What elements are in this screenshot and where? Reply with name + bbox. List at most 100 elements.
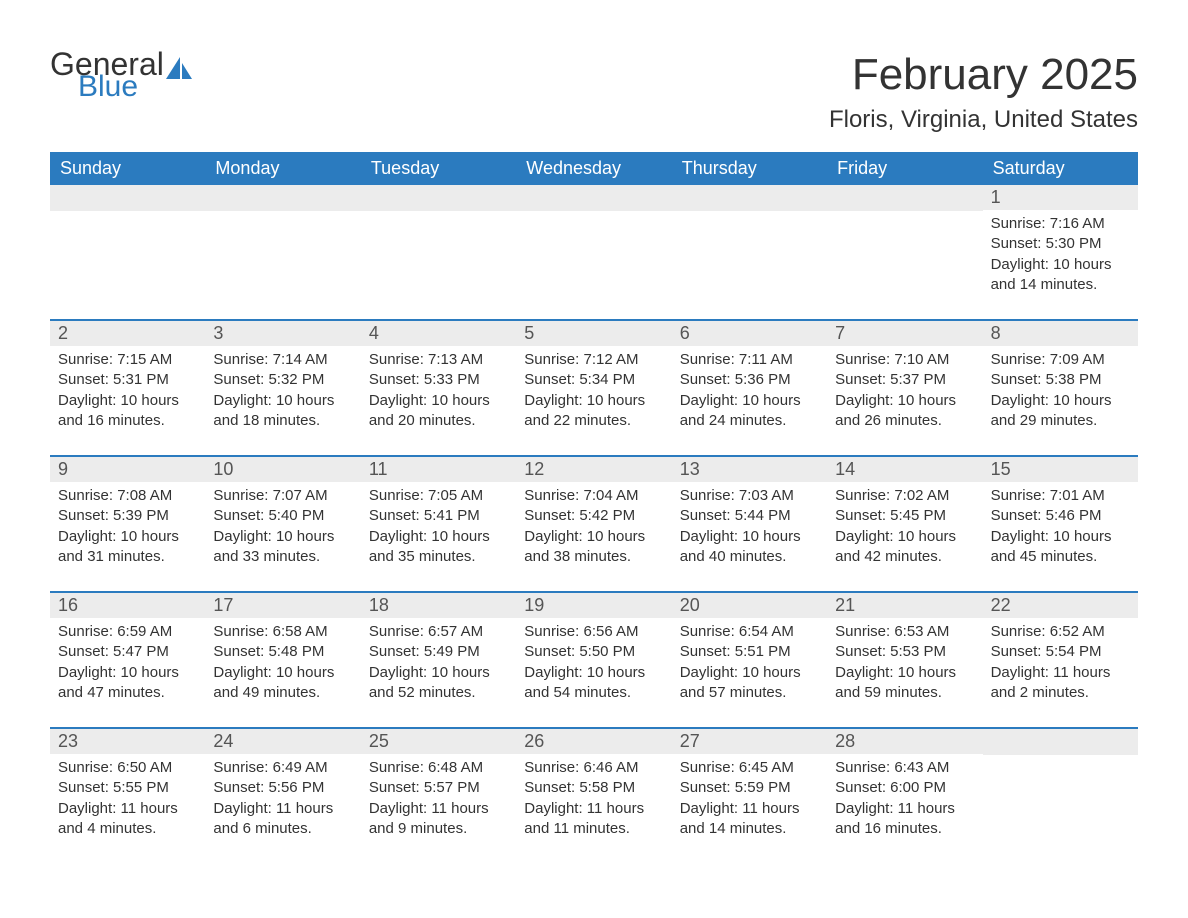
- day-number: 9: [50, 457, 205, 482]
- day-details: Sunrise: 7:16 AMSunset: 5:30 PMDaylight:…: [983, 210, 1138, 303]
- sunrise-line: Sunrise: 6:43 AM: [835, 758, 974, 778]
- daylight-line: Daylight: 10 hours and 52 minutes.: [369, 663, 508, 704]
- day-details: Sunrise: 7:03 AMSunset: 5:44 PMDaylight:…: [672, 482, 827, 575]
- sunset-line: Sunset: 5:37 PM: [835, 370, 974, 390]
- sunrise-line: Sunrise: 7:13 AM: [369, 350, 508, 370]
- sunrise-line: Sunrise: 7:01 AM: [991, 486, 1130, 506]
- week-row: 1Sunrise: 7:16 AMSunset: 5:30 PMDaylight…: [50, 185, 1138, 303]
- sunset-line: Sunset: 5:36 PM: [680, 370, 819, 390]
- sunset-line: Sunset: 5:59 PM: [680, 778, 819, 798]
- day-details: Sunrise: 7:09 AMSunset: 5:38 PMDaylight:…: [983, 346, 1138, 439]
- day-cell: 16Sunrise: 6:59 AMSunset: 5:47 PMDayligh…: [50, 593, 205, 711]
- day-number: [361, 185, 516, 211]
- day-details: Sunrise: 6:48 AMSunset: 5:57 PMDaylight:…: [361, 754, 516, 847]
- day-cell: 7Sunrise: 7:10 AMSunset: 5:37 PMDaylight…: [827, 321, 982, 439]
- sunset-line: Sunset: 5:55 PM: [58, 778, 197, 798]
- day-number: [672, 185, 827, 211]
- sunset-line: Sunset: 5:45 PM: [835, 506, 974, 526]
- day-number: 22: [983, 593, 1138, 618]
- daylight-line: Daylight: 10 hours and 33 minutes.: [213, 527, 352, 568]
- daylight-line: Daylight: 10 hours and 31 minutes.: [58, 527, 197, 568]
- day-details: Sunrise: 7:10 AMSunset: 5:37 PMDaylight:…: [827, 346, 982, 439]
- day-details: Sunrise: 6:46 AMSunset: 5:58 PMDaylight:…: [516, 754, 671, 847]
- day-number: 27: [672, 729, 827, 754]
- sunrise-line: Sunrise: 7:09 AM: [991, 350, 1130, 370]
- sunset-line: Sunset: 5:39 PM: [58, 506, 197, 526]
- day-cell-empty: [205, 185, 360, 303]
- weekday-wednesday: Wednesday: [516, 152, 671, 185]
- day-cell: 14Sunrise: 7:02 AMSunset: 5:45 PMDayligh…: [827, 457, 982, 575]
- day-number: 26: [516, 729, 671, 754]
- weekday-saturday: Saturday: [983, 152, 1138, 185]
- day-details: Sunrise: 6:50 AMSunset: 5:55 PMDaylight:…: [50, 754, 205, 847]
- day-details: Sunrise: 7:05 AMSunset: 5:41 PMDaylight:…: [361, 482, 516, 575]
- day-number: 17: [205, 593, 360, 618]
- header: General Blue February 2025 Floris, Virgi…: [50, 50, 1138, 134]
- daylight-line: Daylight: 10 hours and 14 minutes.: [991, 255, 1130, 296]
- day-number: 16: [50, 593, 205, 618]
- day-number: 20: [672, 593, 827, 618]
- sunset-line: Sunset: 5:49 PM: [369, 642, 508, 662]
- daylight-line: Daylight: 11 hours and 6 minutes.: [213, 799, 352, 840]
- day-details: Sunrise: 6:53 AMSunset: 5:53 PMDaylight:…: [827, 618, 982, 711]
- day-cell-empty: [983, 729, 1138, 847]
- day-cell: 17Sunrise: 6:58 AMSunset: 5:48 PMDayligh…: [205, 593, 360, 711]
- day-cell: 22Sunrise: 6:52 AMSunset: 5:54 PMDayligh…: [983, 593, 1138, 711]
- day-number: [205, 185, 360, 211]
- sunset-line: Sunset: 5:56 PM: [213, 778, 352, 798]
- day-cell-empty: [50, 185, 205, 303]
- weekday-header-row: SundayMondayTuesdayWednesdayThursdayFrid…: [50, 152, 1138, 185]
- day-cell: 9Sunrise: 7:08 AMSunset: 5:39 PMDaylight…: [50, 457, 205, 575]
- day-details: Sunrise: 6:58 AMSunset: 5:48 PMDaylight:…: [205, 618, 360, 711]
- daylight-line: Daylight: 11 hours and 11 minutes.: [524, 799, 663, 840]
- day-number: 18: [361, 593, 516, 618]
- week-row: 23Sunrise: 6:50 AMSunset: 5:55 PMDayligh…: [50, 727, 1138, 847]
- day-details: Sunrise: 6:57 AMSunset: 5:49 PMDaylight:…: [361, 618, 516, 711]
- day-cell: 6Sunrise: 7:11 AMSunset: 5:36 PMDaylight…: [672, 321, 827, 439]
- sunset-line: Sunset: 5:34 PM: [524, 370, 663, 390]
- day-cell: 23Sunrise: 6:50 AMSunset: 5:55 PMDayligh…: [50, 729, 205, 847]
- weekday-tuesday: Tuesday: [361, 152, 516, 185]
- daylight-line: Daylight: 11 hours and 14 minutes.: [680, 799, 819, 840]
- daylight-line: Daylight: 11 hours and 16 minutes.: [835, 799, 974, 840]
- sunrise-line: Sunrise: 7:05 AM: [369, 486, 508, 506]
- sunrise-line: Sunrise: 6:54 AM: [680, 622, 819, 642]
- day-cell: 18Sunrise: 6:57 AMSunset: 5:49 PMDayligh…: [361, 593, 516, 711]
- day-number: 7: [827, 321, 982, 346]
- day-cell: 19Sunrise: 6:56 AMSunset: 5:50 PMDayligh…: [516, 593, 671, 711]
- day-number: [516, 185, 671, 211]
- week-row: 9Sunrise: 7:08 AMSunset: 5:39 PMDaylight…: [50, 455, 1138, 575]
- sunset-line: Sunset: 5:44 PM: [680, 506, 819, 526]
- day-details: Sunrise: 6:43 AMSunset: 6:00 PMDaylight:…: [827, 754, 982, 847]
- location: Floris, Virginia, United States: [829, 106, 1138, 134]
- daylight-line: Daylight: 10 hours and 42 minutes.: [835, 527, 974, 568]
- daylight-line: Daylight: 10 hours and 18 minutes.: [213, 391, 352, 432]
- day-number: 24: [205, 729, 360, 754]
- daylight-line: Daylight: 10 hours and 16 minutes.: [58, 391, 197, 432]
- day-cell-empty: [827, 185, 982, 303]
- sunset-line: Sunset: 5:47 PM: [58, 642, 197, 662]
- day-cell: 1Sunrise: 7:16 AMSunset: 5:30 PMDaylight…: [983, 185, 1138, 303]
- day-number: 1: [983, 185, 1138, 210]
- day-number: 28: [827, 729, 982, 754]
- day-details: Sunrise: 6:56 AMSunset: 5:50 PMDaylight:…: [516, 618, 671, 711]
- day-number: 14: [827, 457, 982, 482]
- day-cell: 24Sunrise: 6:49 AMSunset: 5:56 PMDayligh…: [205, 729, 360, 847]
- sunrise-line: Sunrise: 7:15 AM: [58, 350, 197, 370]
- day-number: 21: [827, 593, 982, 618]
- sunrise-line: Sunrise: 7:04 AM: [524, 486, 663, 506]
- daylight-line: Daylight: 10 hours and 35 minutes.: [369, 527, 508, 568]
- sunrise-line: Sunrise: 6:48 AM: [369, 758, 508, 778]
- day-cell: 28Sunrise: 6:43 AMSunset: 6:00 PMDayligh…: [827, 729, 982, 847]
- sunset-line: Sunset: 5:50 PM: [524, 642, 663, 662]
- sunrise-line: Sunrise: 7:12 AM: [524, 350, 663, 370]
- daylight-line: Daylight: 10 hours and 59 minutes.: [835, 663, 974, 704]
- daylight-line: Daylight: 10 hours and 24 minutes.: [680, 391, 819, 432]
- daylight-line: Daylight: 10 hours and 40 minutes.: [680, 527, 819, 568]
- day-cell: 4Sunrise: 7:13 AMSunset: 5:33 PMDaylight…: [361, 321, 516, 439]
- day-cell: 21Sunrise: 6:53 AMSunset: 5:53 PMDayligh…: [827, 593, 982, 711]
- day-details: Sunrise: 6:45 AMSunset: 5:59 PMDaylight:…: [672, 754, 827, 847]
- day-details: Sunrise: 7:15 AMSunset: 5:31 PMDaylight:…: [50, 346, 205, 439]
- sunrise-line: Sunrise: 7:16 AM: [991, 214, 1130, 234]
- day-number: [983, 729, 1138, 755]
